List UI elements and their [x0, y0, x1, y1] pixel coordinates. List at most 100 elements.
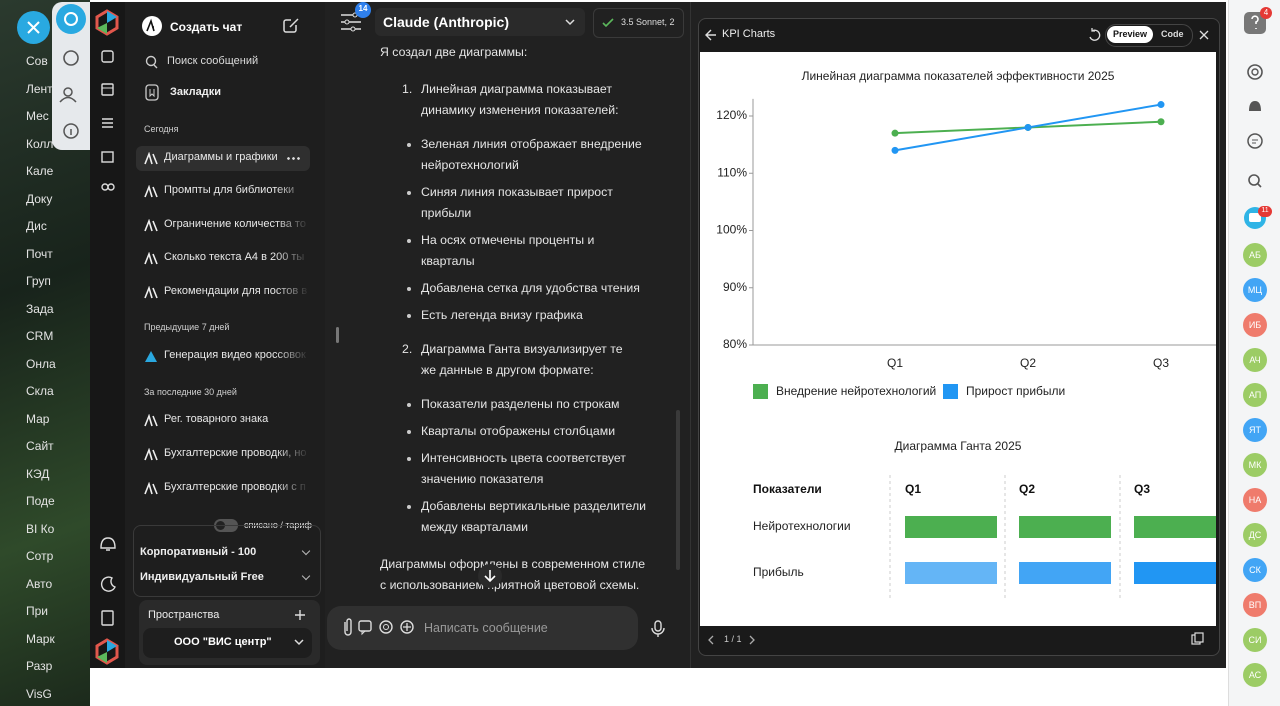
item-text: Диаграмма Ганта визуализирует те же данн… — [421, 342, 623, 377]
avatar[interactable]: ЯТ — [1243, 418, 1267, 442]
avatar[interactable]: МК — [1243, 453, 1267, 477]
plan[interactable]: Индивидуальный Free — [140, 571, 264, 583]
left-menu-item[interactable]: Груп — [26, 274, 51, 288]
resize-handle[interactable] — [336, 327, 339, 343]
avatar[interactable]: АБ — [1243, 243, 1267, 267]
left-menu-item[interactable]: Лент — [26, 81, 53, 96]
left-menu-item[interactable]: Марк — [26, 631, 55, 646]
gantt-header: Q2 — [1019, 482, 1035, 496]
left-menu-item[interactable]: Почт — [26, 246, 53, 261]
bullet-text: Кварталы отображены столбцами — [421, 424, 616, 438]
chat-icon — [144, 286, 158, 299]
chat-item[interactable]: Диаграммы и графики — [136, 146, 310, 171]
left-menu-item[interactable]: Кале — [26, 164, 54, 178]
search-messages[interactable]: Поиск сообщений — [167, 55, 259, 67]
x-tick-label: Q1 — [887, 356, 903, 370]
y-tick-label: 90% — [723, 280, 747, 294]
input-bar[interactable]: Написать сообщение — [327, 606, 638, 650]
avatar[interactable]: АС — [1243, 663, 1267, 687]
left-menu-item[interactable]: Дис — [26, 219, 47, 233]
gantt-bar — [1134, 562, 1216, 584]
scroll-down[interactable] — [478, 564, 502, 588]
quick-icons — [56, 4, 86, 139]
input-icons — [344, 618, 414, 636]
bookmarks[interactable]: Закладки — [170, 86, 222, 98]
left-menu-item[interactable]: Сотр — [26, 549, 54, 563]
avatar-initials: АС — [1248, 670, 1262, 680]
left-menu-item[interactable]: Скла — [26, 384, 54, 398]
gantt-header: Q1 — [905, 482, 921, 496]
model-select[interactable] — [375, 8, 585, 36]
avatar[interactable]: СК — [1243, 558, 1267, 582]
bullet: Показатели разделены по строкам — [380, 394, 665, 415]
left-menu-item[interactable]: Сов — [26, 54, 48, 68]
avatar[interactable]: ВП — [1243, 593, 1267, 617]
avatar[interactable]: ИБ — [1243, 313, 1267, 337]
chat-item[interactable]: Рекомендации для постов в — [136, 280, 310, 305]
legend-swatch — [753, 384, 768, 399]
gantt-header: Показатели — [753, 482, 822, 496]
chat-title: Диаграммы и графики — [164, 151, 278, 163]
left-menu-item[interactable]: Мар — [26, 411, 50, 426]
avatar[interactable]: СИ — [1243, 628, 1267, 652]
chat-title: Рег. товарного знака — [164, 413, 269, 425]
chat-title: Бухгалтерские проводки, но — [164, 447, 307, 459]
left-menu-item[interactable]: Колл — [26, 136, 54, 151]
chat-item[interactable]: Ограничение количества то — [136, 213, 310, 238]
point — [891, 146, 899, 154]
left-menu-item[interactable]: КЭД — [26, 466, 50, 481]
chat-item[interactable]: Промпты для библиотеки — [136, 179, 310, 204]
avatar[interactable]: МЦ — [1243, 278, 1267, 302]
left-menu-item[interactable]: Онла — [26, 356, 56, 371]
mic[interactable] — [650, 620, 666, 638]
add-space[interactable] — [294, 609, 306, 621]
settings-badge-text: 14 — [358, 4, 368, 13]
left-menu-item[interactable]: Поде — [26, 494, 55, 508]
tab-preview[interactable]: Preview — [1113, 29, 1148, 39]
icon-shape — [145, 351, 157, 362]
left-menu-item[interactable]: Зада — [26, 301, 54, 316]
version: 3.5 Sonnet, 2 — [621, 17, 675, 27]
left-menu-item[interactable]: Авто — [26, 576, 53, 591]
chevron — [565, 19, 575, 26]
left-menu-item[interactable]: BI Ко — [26, 521, 55, 536]
left-menu-item[interactable]: При — [26, 604, 49, 618]
avatar[interactable]: АЧ — [1243, 348, 1267, 372]
bullet-text: Показатели разделены по строкам — [421, 397, 620, 411]
chat-item[interactable]: Рег. товарного знака — [136, 408, 310, 433]
chat-icon — [144, 152, 158, 165]
bullet: Синяя линия показывает прирост прибыли — [380, 182, 665, 224]
tab-code[interactable]: Code — [1161, 29, 1184, 39]
chat-item[interactable]: Бухгалтерские проводки с п — [136, 476, 310, 501]
chat-item[interactable]: Генерация видео кроссовок — [136, 344, 310, 369]
left-menu-item[interactable]: Мес — [26, 109, 49, 123]
icon-shape — [144, 448, 158, 461]
close-button[interactable] — [17, 11, 50, 44]
chat-icon — [145, 351, 157, 362]
avatar[interactable]: НА — [1243, 488, 1267, 512]
help-badge — [1260, 7, 1272, 19]
left-menu-item[interactable]: VisG — [26, 686, 52, 701]
chat-icon — [144, 414, 158, 427]
left-menu-item[interactable]: CRM — [26, 329, 54, 343]
left-menu-item[interactable]: Сайт — [26, 439, 54, 453]
org-select[interactable] — [143, 628, 312, 658]
more-dots[interactable] — [286, 157, 300, 160]
plan[interactable]: Корпоративный - 100 — [140, 546, 257, 558]
avatar-initials: НА — [1248, 495, 1262, 505]
chat-item[interactable]: Сколько текста А4 в 200 ты — [136, 246, 310, 271]
arrow-down — [484, 570, 496, 583]
chat-title: Сколько текста А4 в 200 ты — [164, 251, 305, 263]
left-menu-item[interactable]: Разр — [26, 659, 53, 673]
chat-badge — [1258, 206, 1272, 217]
chart-title: Линейная диаграмма показателей эффективн… — [802, 69, 1115, 83]
chat-item[interactable]: Бухгалтерские проводки, но — [136, 442, 310, 467]
version-button[interactable]: 3.5 Sonnet, 2 — [593, 8, 684, 38]
avatar[interactable]: ДС — [1243, 523, 1267, 547]
avatar[interactable]: АП — [1243, 383, 1267, 407]
plans-box — [133, 525, 321, 597]
left-menu-item[interactable]: Доку — [26, 191, 53, 206]
new-chat[interactable]: Создать чат — [170, 20, 243, 34]
item-number: 2. — [402, 342, 413, 356]
tab-active — [1107, 26, 1153, 43]
